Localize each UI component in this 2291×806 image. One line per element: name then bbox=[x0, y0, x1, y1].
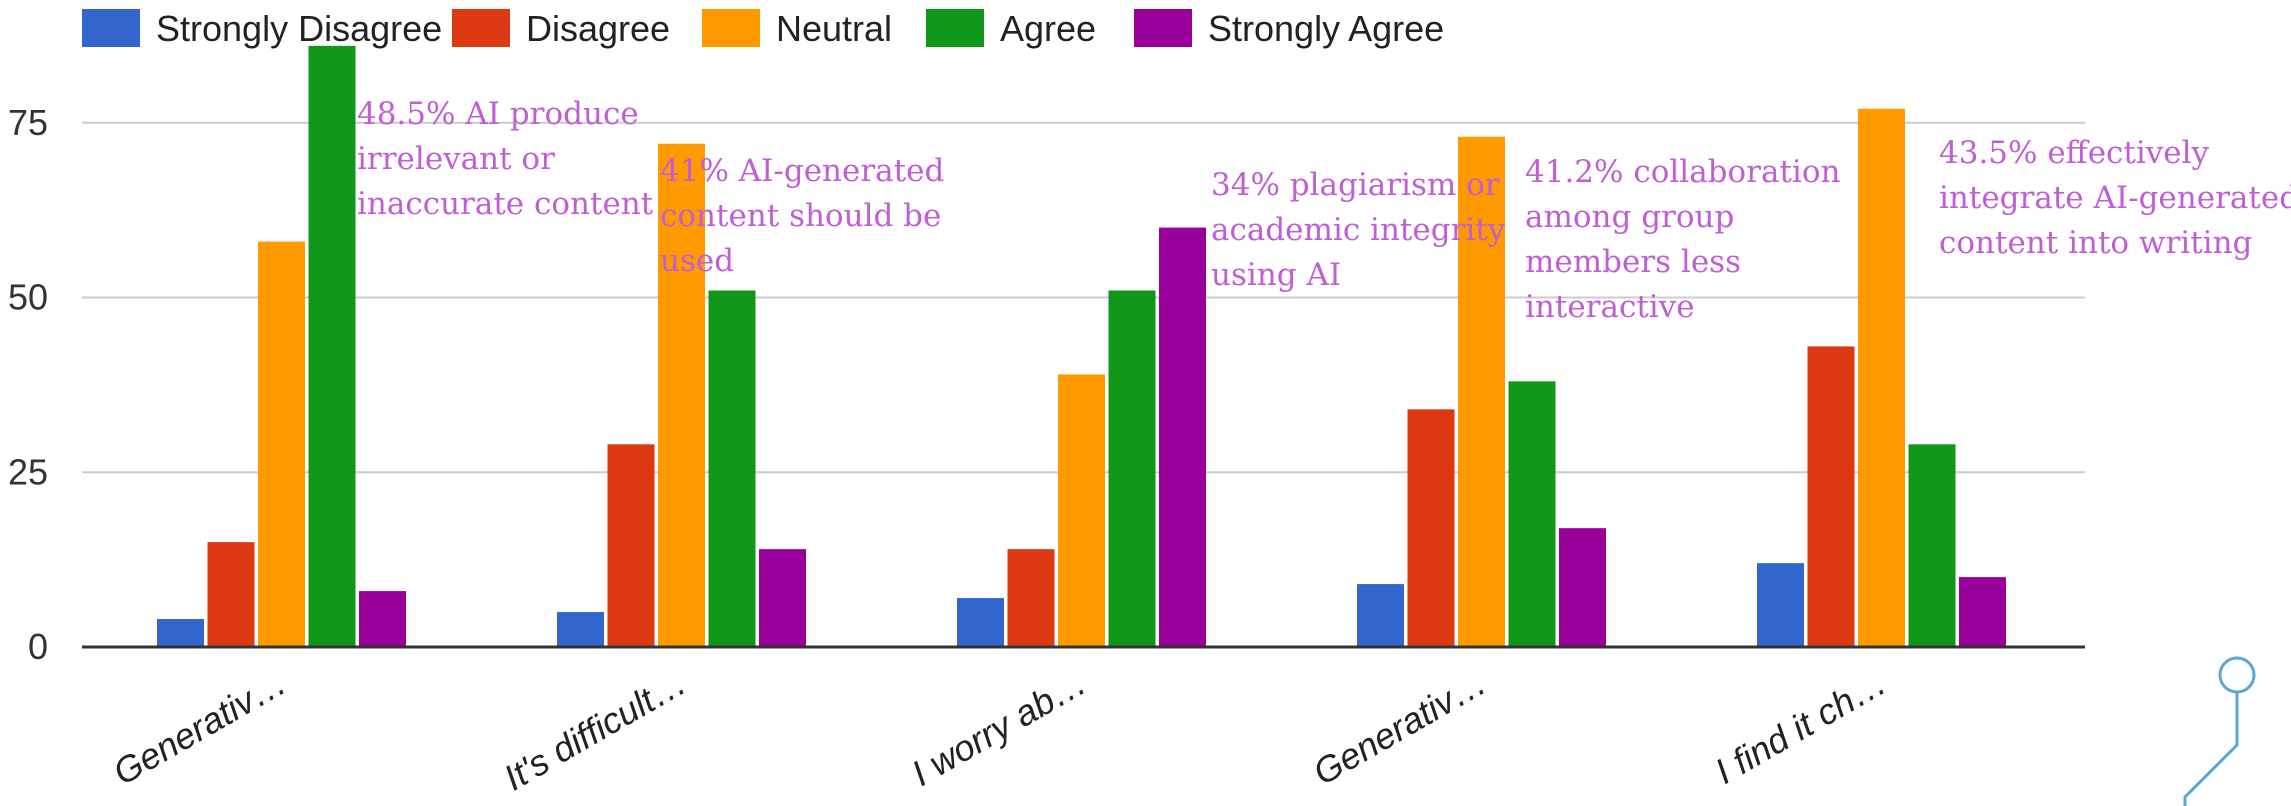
legend-item: Strongly Disagree bbox=[82, 8, 442, 49]
annotation-line: 43.5% effectively bbox=[1939, 135, 2210, 171]
y-tick-label: 75 bbox=[8, 102, 48, 143]
bar bbox=[1159, 227, 1206, 647]
y-axis-tick-labels: 0 25 50 75 bbox=[8, 102, 48, 667]
legend-swatch bbox=[1134, 9, 1192, 47]
bar bbox=[1058, 374, 1105, 647]
bar bbox=[1407, 409, 1455, 647]
y-tick-label: 25 bbox=[8, 451, 48, 492]
annotation-text: 41% AI-generated content should be used bbox=[660, 153, 944, 279]
annotation-line: academic integrity bbox=[1211, 212, 1506, 248]
bar bbox=[708, 290, 756, 647]
bars bbox=[157, 45, 2006, 648]
category-label: Generativ… bbox=[1306, 661, 1493, 793]
annotation-line: integrate AI-generated bbox=[1939, 180, 2291, 216]
legend: Strongly Disagree Disagree Neutral Agree Str… bbox=[82, 8, 1444, 49]
bar bbox=[759, 549, 806, 647]
annotation-text: 48.5% AI produce irrelevant or inaccurate … bbox=[357, 96, 654, 222]
bar bbox=[607, 444, 655, 647]
bar bbox=[207, 542, 255, 647]
legend-label: Strongly Agree bbox=[1208, 8, 1444, 49]
annotations: 48.5% AI produce irrelevant or inaccurate … bbox=[357, 96, 2291, 325]
bar bbox=[1357, 584, 1404, 647]
legend-item: Strongly Agree bbox=[1134, 8, 1444, 49]
annotation-line: inaccurate content bbox=[357, 186, 654, 222]
annotation-line: 41.2% collaboration bbox=[1525, 154, 1841, 190]
annotation-line: using AI bbox=[1211, 257, 1341, 293]
annotation-text: 34% plagiarism or academic integrity using… bbox=[1211, 167, 1506, 293]
annotation-line: irrelevant or bbox=[357, 141, 555, 177]
bar bbox=[1807, 346, 1855, 647]
annotation-line: members less bbox=[1525, 244, 1741, 280]
bar bbox=[1108, 290, 1156, 647]
bar bbox=[1908, 444, 1956, 647]
bar bbox=[359, 591, 406, 647]
legend-swatch bbox=[926, 9, 984, 47]
y-tick-label: 0 bbox=[28, 626, 48, 667]
bar bbox=[258, 241, 305, 647]
bar bbox=[957, 598, 1004, 647]
y-tick-label: 50 bbox=[8, 277, 48, 318]
annotation-line: used bbox=[660, 243, 734, 279]
legend-swatch bbox=[702, 9, 760, 47]
annotation-text: 43.5% effectively integrate AI-generated c… bbox=[1939, 135, 2291, 261]
bar bbox=[1007, 549, 1055, 647]
bar bbox=[1458, 136, 1505, 648]
legend-label: Agree bbox=[1000, 8, 1096, 49]
x-axis-category-labels: Generativ… It's difficult… I worry ab… Gene… bbox=[106, 661, 1893, 798]
bar bbox=[557, 612, 604, 647]
legend-label: Strongly Disagree bbox=[156, 8, 442, 49]
legend-item: Disagree bbox=[452, 8, 670, 49]
bar bbox=[658, 143, 705, 647]
legend-swatch bbox=[452, 9, 510, 47]
bar bbox=[1757, 563, 1804, 647]
category-label: It's difficult… bbox=[497, 661, 693, 798]
legend-label: Disagree bbox=[526, 8, 670, 49]
category-label: I find it ch… bbox=[1708, 661, 1893, 792]
annotation-line: content into writing bbox=[1939, 225, 2252, 261]
bar bbox=[157, 619, 204, 647]
annotation-line: among group bbox=[1525, 199, 1734, 235]
legend-label: Neutral bbox=[776, 8, 892, 49]
bar bbox=[1508, 381, 1556, 647]
category-label: I worry ab… bbox=[904, 661, 1093, 794]
annotation-line: 41% AI-generated bbox=[660, 153, 944, 189]
annotation-line: content should be bbox=[660, 198, 941, 234]
annotation-text: 41.2% collaboration among group members le… bbox=[1525, 154, 1841, 325]
bar bbox=[1559, 528, 1606, 647]
annotation-line: 48.5% AI produce bbox=[357, 96, 639, 132]
category-label: Generativ… bbox=[106, 661, 293, 793]
bar bbox=[1959, 577, 2006, 647]
annotation-line: 34% plagiarism or bbox=[1211, 167, 1500, 203]
legend-item: Neutral bbox=[702, 8, 892, 49]
annotation-line: interactive bbox=[1525, 289, 1695, 325]
bar bbox=[1858, 108, 1905, 647]
circuit-decoration bbox=[2183, 656, 2256, 806]
legend-swatch bbox=[82, 9, 140, 47]
legend-item: Agree bbox=[926, 8, 1096, 49]
bar bbox=[308, 45, 356, 648]
